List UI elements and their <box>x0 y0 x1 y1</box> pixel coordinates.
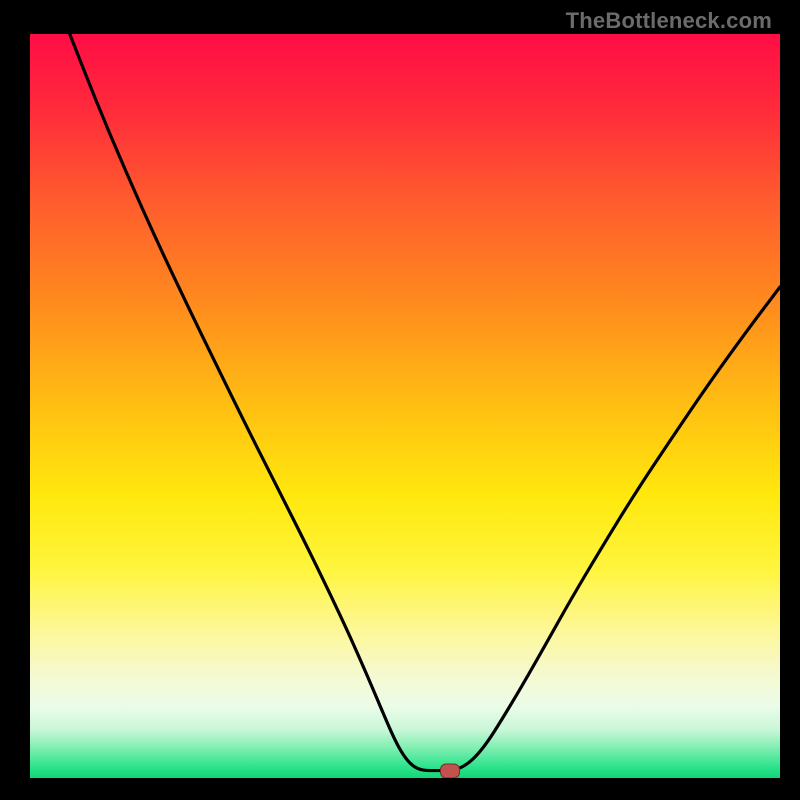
stage: TheBottleneck.com <box>0 0 800 800</box>
bottleneck-curve <box>30 34 780 778</box>
optimum-marker <box>440 763 460 778</box>
curve-path <box>70 34 780 771</box>
watermark-text: TheBottleneck.com <box>566 8 772 34</box>
chart-frame <box>0 0 800 800</box>
plot-area <box>30 34 780 778</box>
